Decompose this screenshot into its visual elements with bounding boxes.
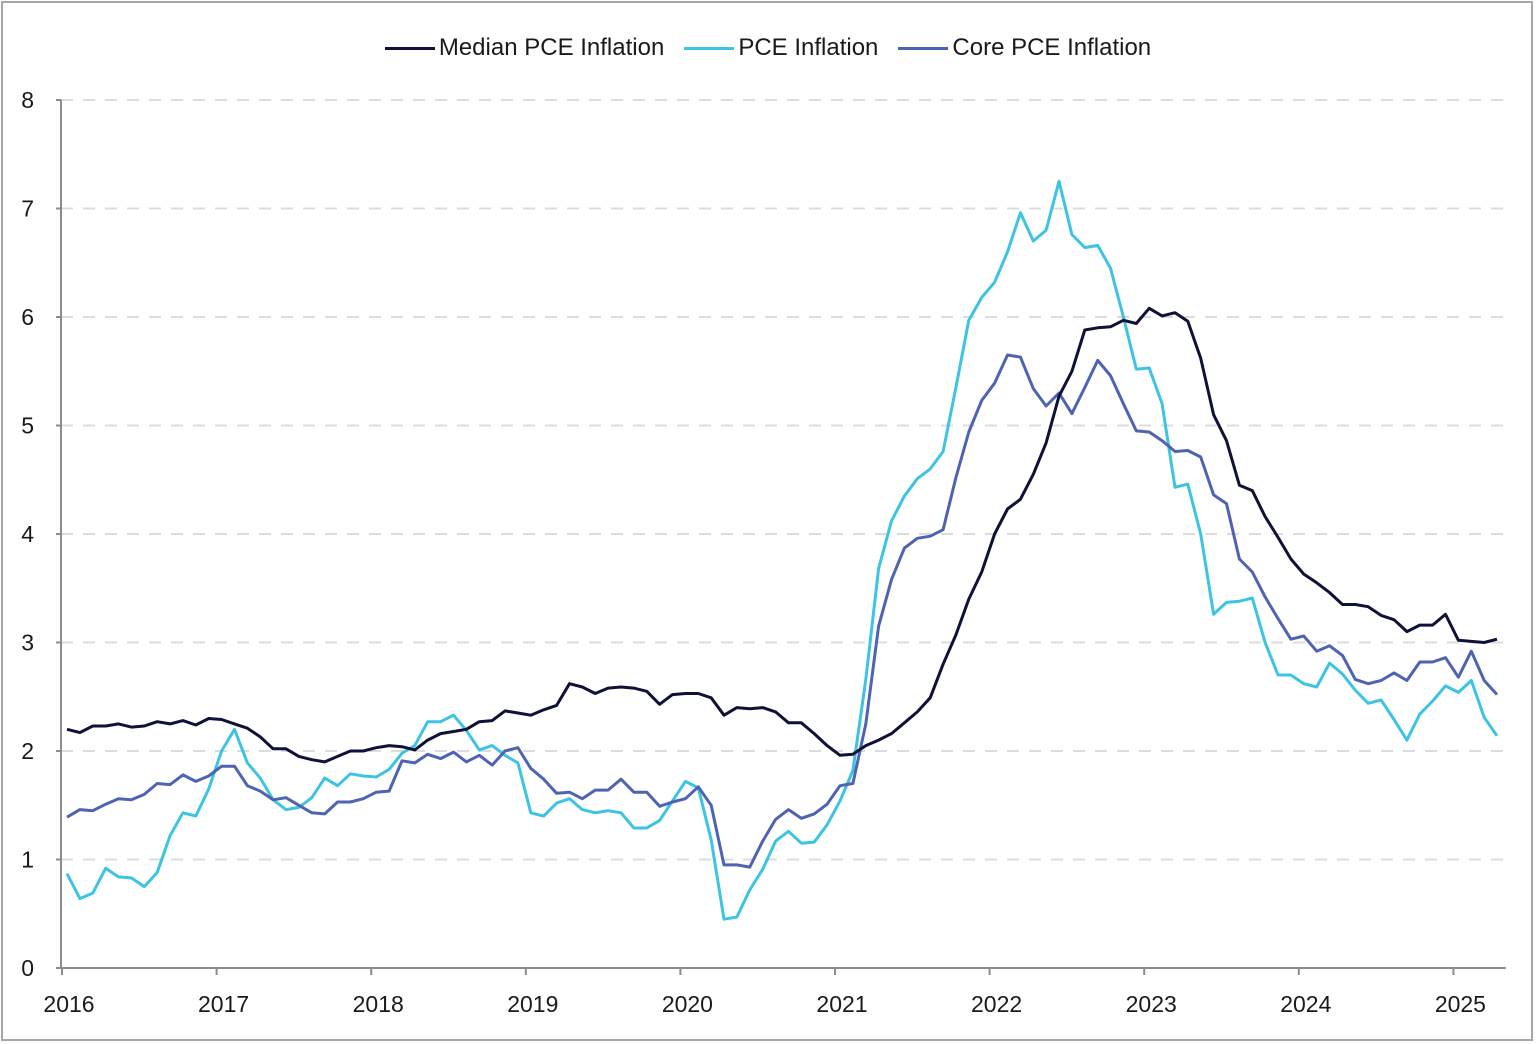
y-tick-label: 7 <box>21 196 34 222</box>
legend-swatch-pce <box>684 46 735 50</box>
x-tick-label: 2016 <box>43 991 94 1017</box>
series-line-median-pce-inflation <box>66 306 1498 764</box>
y-tick-label: 8 <box>21 87 34 113</box>
x-tick-label: 2024 <box>1280 991 1331 1017</box>
legend: Median PCE Inflation PCE Inflation Core … <box>0 34 1536 62</box>
x-tick-label: 2019 <box>507 991 558 1017</box>
y-tick-label: 1 <box>21 847 34 873</box>
legend-label-core-pce: Core PCE Inflation <box>952 34 1152 61</box>
series-line-pce-inflation <box>65 179 1499 921</box>
legend-item-core-pce: Core PCE Inflation <box>898 34 1151 62</box>
x-tick-label: 2022 <box>971 991 1022 1017</box>
x-tick-label: 2020 <box>662 991 713 1017</box>
legend-label-pce: PCE Inflation <box>738 34 879 61</box>
x-tick-label: 2025 <box>1435 991 1486 1017</box>
y-tick-label: 2 <box>21 738 34 764</box>
y-tick-label: 6 <box>21 304 34 330</box>
x-tick-label: 2017 <box>198 991 249 1017</box>
legend-item-median-pce: Median PCE Inflation <box>384 34 665 62</box>
y-tick-label: 5 <box>21 413 34 439</box>
series-line-core-pce-inflation <box>66 353 1499 869</box>
x-tick-label: 2021 <box>816 991 867 1017</box>
y-tick-label: 3 <box>21 630 34 656</box>
legend-item-pce: PCE Inflation <box>684 34 878 62</box>
legend-swatch-median-pce <box>384 46 435 50</box>
y-tick-label: 4 <box>21 521 34 547</box>
y-tick-label: 0 <box>21 955 34 981</box>
legend-label-median-pce: Median PCE Inflation <box>438 34 665 61</box>
legend-swatch-core-pce <box>898 46 949 50</box>
x-tick-label: 2018 <box>353 991 404 1017</box>
x-tick-label: 2023 <box>1126 991 1177 1017</box>
